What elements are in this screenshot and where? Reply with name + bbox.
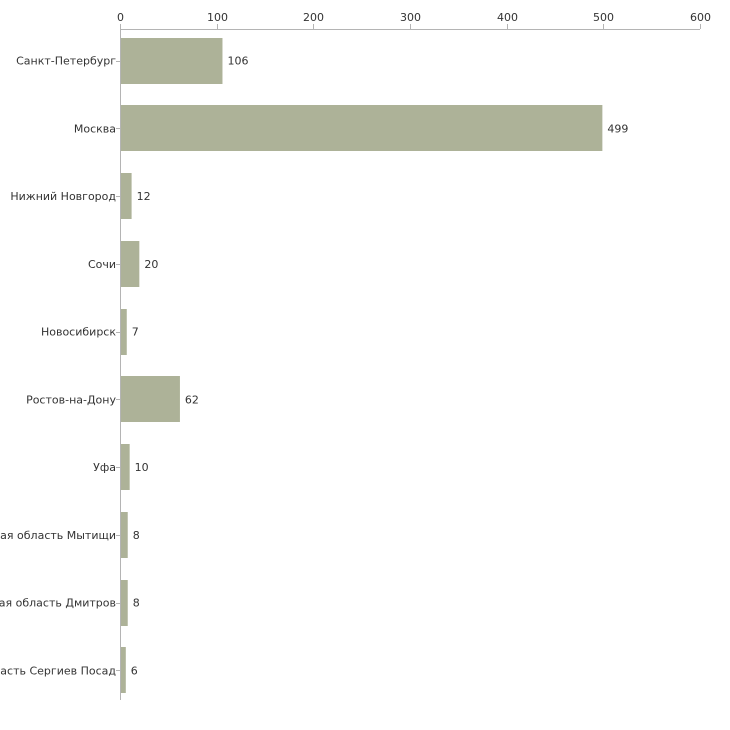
category-label: Уфа <box>93 461 116 474</box>
category-label: Московская область Мытищи <box>0 529 116 542</box>
value-label: 8 <box>133 529 140 542</box>
value-label: 20 <box>144 258 158 271</box>
bar <box>121 38 223 84</box>
category-label: Санкт-Петербург <box>16 55 116 68</box>
bar <box>121 580 128 626</box>
category-label: Нижний Новгород <box>10 190 116 203</box>
category-label: Московская область Сергиев Посад <box>0 664 116 677</box>
x-tick-label: 500 <box>593 11 614 24</box>
value-label: 6 <box>131 664 138 677</box>
value-label: 499 <box>607 122 628 135</box>
bar <box>121 647 126 693</box>
value-label: 12 <box>137 190 151 203</box>
category-label: Ростов-на-Дону <box>26 393 116 406</box>
value-label: 10 <box>135 461 149 474</box>
bar <box>121 444 130 490</box>
category-label: Новосибирск <box>41 326 116 339</box>
bar <box>121 309 127 355</box>
value-label: 62 <box>185 393 199 406</box>
x-tick-label: 300 <box>400 11 421 24</box>
value-label: 7 <box>132 326 139 339</box>
value-label: 106 <box>227 55 248 68</box>
x-tick-label: 400 <box>497 11 518 24</box>
category-label: Московская область Дмитров <box>0 597 116 610</box>
category-label: Сочи <box>88 258 116 271</box>
value-label: 8 <box>133 597 140 610</box>
category-label: Москва <box>74 122 116 135</box>
bar <box>121 376 180 422</box>
bar <box>121 173 132 219</box>
x-tick-label: 200 <box>303 11 324 24</box>
bars <box>121 38 603 693</box>
x-tick-label: 100 <box>207 11 228 24</box>
x-axis: 0 100 200 300 400 500 600 <box>116 11 711 700</box>
bar <box>121 241 140 287</box>
bar <box>121 105 603 151</box>
bar <box>121 512 128 558</box>
x-tick-label: 0 <box>117 11 124 24</box>
x-tick-label: 600 <box>690 11 711 24</box>
